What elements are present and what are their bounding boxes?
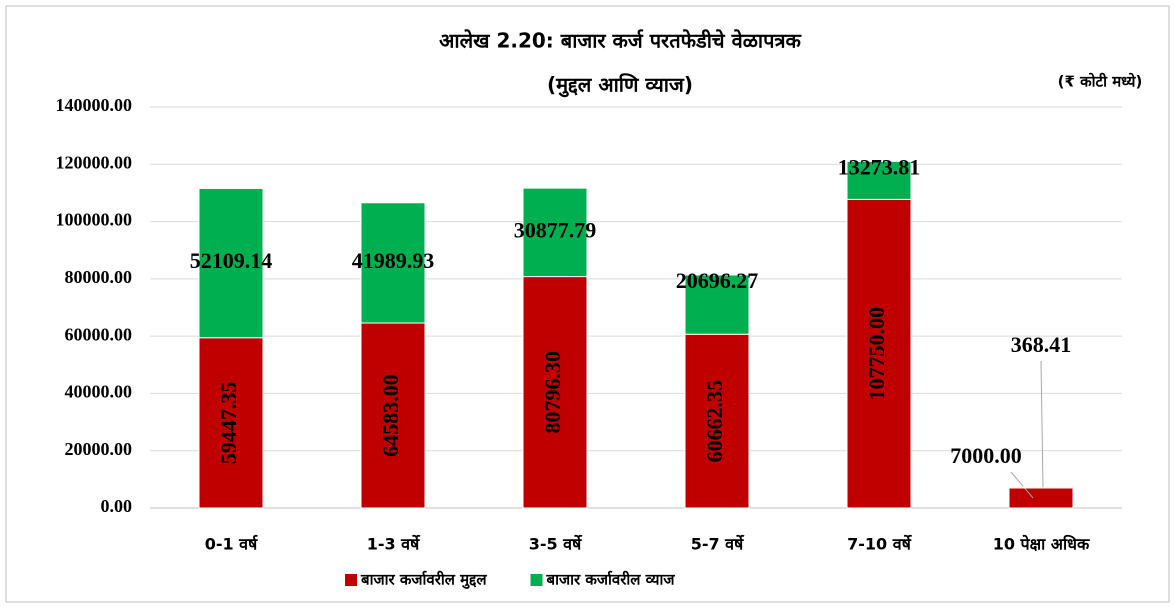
bar-segment bbox=[1008, 486, 1074, 489]
data-label: 7000.00 bbox=[950, 443, 1022, 468]
bar-segment bbox=[360, 322, 426, 509]
unit-note: (₹ कोटी मध्ये) bbox=[1058, 73, 1143, 91]
y-tick-label: 0.00 bbox=[101, 496, 133, 516]
y-tick-label: 120000.00 bbox=[56, 152, 133, 172]
legend-swatch bbox=[345, 574, 357, 586]
data-label: 41989.93 bbox=[352, 248, 435, 273]
legend-swatch bbox=[530, 574, 543, 586]
data-label: 107750.00 bbox=[864, 307, 889, 401]
x-tick-label: 0-1 वर्ष bbox=[205, 535, 259, 554]
legend-label: बाजार कर्जावरील मुद्दल bbox=[360, 571, 487, 590]
y-tick-label: 100000.00 bbox=[56, 210, 133, 230]
bar-segment bbox=[360, 202, 426, 324]
x-tick-label: 3-5 वर्षे bbox=[529, 535, 584, 554]
x-tick-label: 10 पेक्षा अधिक bbox=[993, 535, 1090, 554]
data-label: 368.41 bbox=[1011, 332, 1072, 357]
x-tick-label: 7-10 वर्षे bbox=[847, 535, 913, 554]
legend-label: बाजार कर्जावरील व्याज bbox=[546, 571, 676, 589]
y-tick-label: 20000.00 bbox=[65, 439, 133, 459]
bar-segment bbox=[846, 160, 912, 200]
data-label: 30877.79 bbox=[514, 217, 597, 242]
bar-segment bbox=[684, 333, 750, 509]
y-tick-label: 40000.00 bbox=[65, 382, 133, 402]
x-tick-label: 1-3 वर्षे bbox=[367, 535, 422, 554]
chart-title: आलेख 2.20: बाजार कर्ज परतफेडीचे वेळापत्र… bbox=[439, 29, 802, 53]
y-tick-label: 80000.00 bbox=[65, 267, 133, 287]
y-tick-label: 140000.00 bbox=[56, 95, 133, 115]
data-label: 59447.35 bbox=[216, 382, 241, 465]
y-tick-label: 60000.00 bbox=[65, 324, 133, 344]
chart-subtitle: (मुद्दल आणि व्याज) bbox=[547, 73, 693, 98]
leader-line bbox=[1010, 471, 1034, 499]
data-label: 52109.14 bbox=[190, 248, 273, 273]
x-tick-label: 5-7 वर्षे bbox=[691, 535, 746, 554]
data-label: 60662.35 bbox=[702, 380, 727, 463]
bar-segment bbox=[846, 198, 912, 509]
bar-segment bbox=[1008, 487, 1074, 509]
bar-segment bbox=[684, 274, 750, 335]
data-label: 20696.27 bbox=[676, 268, 759, 293]
leader-line bbox=[1040, 360, 1044, 488]
bar-segment bbox=[198, 187, 264, 339]
data-label: 80796.30 bbox=[540, 351, 565, 434]
bar-segment bbox=[522, 187, 588, 278]
bar-segment bbox=[198, 337, 264, 509]
data-label: 13273.81 bbox=[838, 154, 921, 179]
data-label: 64583.00 bbox=[378, 374, 403, 457]
